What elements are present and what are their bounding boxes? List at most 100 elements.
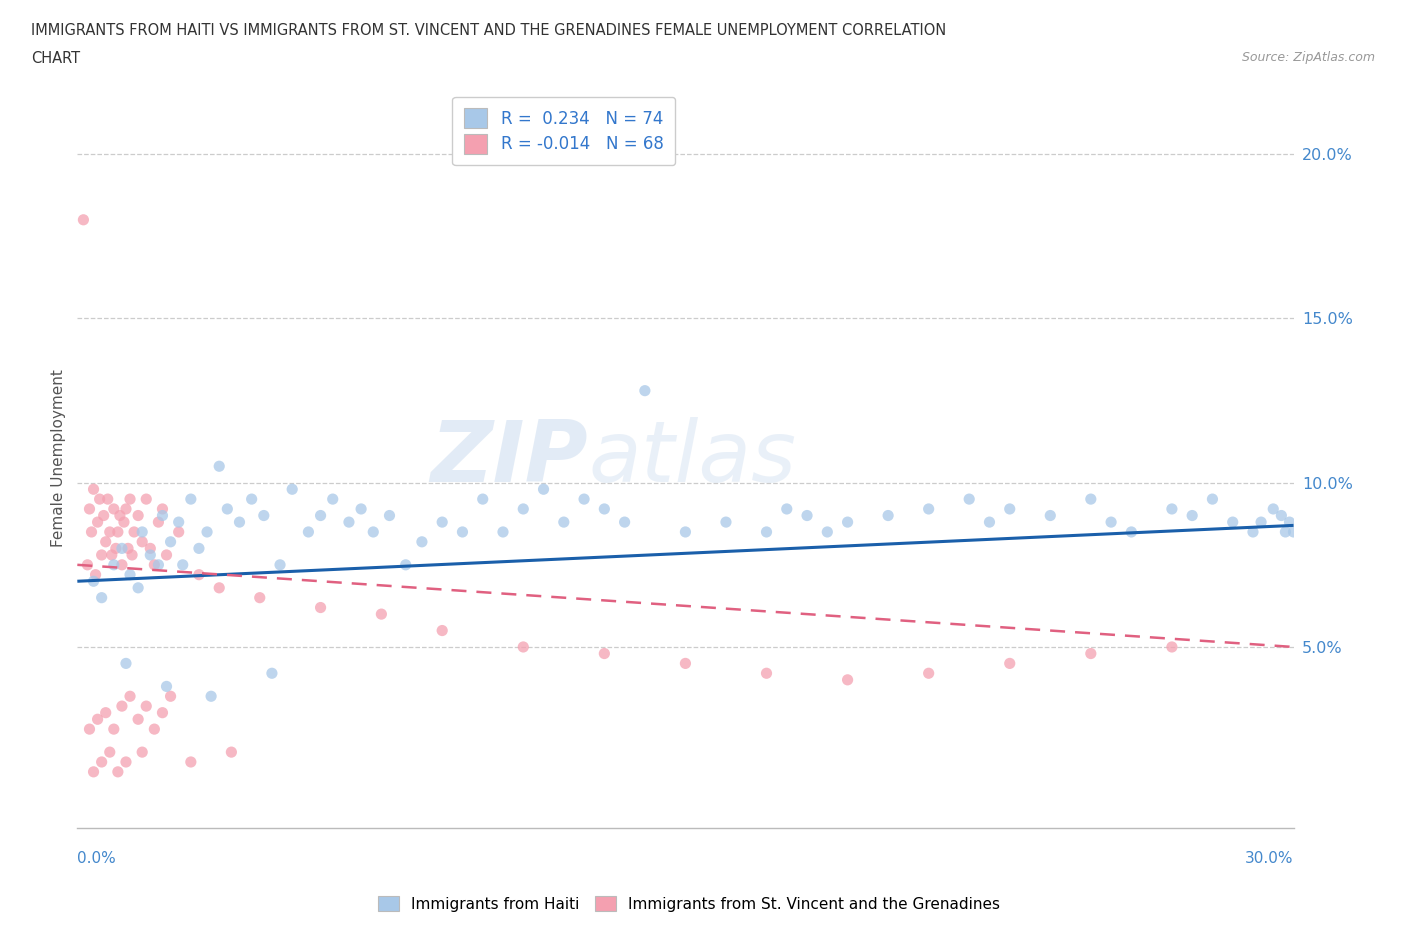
Text: ZIP: ZIP (430, 417, 588, 499)
Point (80, 525, 103, 539)
Point (107, 764, 129, 779)
Point (1270, 508, 1292, 523)
Point (131, 745, 153, 760)
Point (84, 567, 107, 582)
Point (269, 557, 291, 572)
Text: CHART: CHART (31, 51, 80, 66)
Point (281, 482, 304, 497)
Point (122, 525, 145, 539)
Point (471, 492, 494, 507)
Point (117, 541, 139, 556)
Point (76, 557, 98, 572)
Point (118, 689, 141, 704)
Point (83, 764, 105, 779)
Point (159, 535, 181, 550)
Point (97, 492, 120, 507)
Point (755, 666, 778, 681)
Point (111, 557, 134, 572)
Point (90, 591, 112, 605)
Point (512, 640, 534, 655)
Point (148, 557, 170, 572)
Point (115, 656, 138, 671)
Point (837, 672, 859, 687)
Point (107, 525, 129, 539)
Point (613, 514, 636, 529)
Point (188, 541, 211, 556)
Point (115, 501, 138, 516)
Point (143, 557, 166, 572)
Point (492, 525, 515, 539)
Point (260, 666, 283, 681)
Point (83, 482, 105, 497)
Point (152, 501, 174, 516)
Point (337, 514, 360, 529)
Text: Source: ZipAtlas.com: Source: ZipAtlas.com (1241, 51, 1375, 64)
Point (918, 501, 941, 516)
Point (249, 591, 271, 605)
Point (553, 514, 575, 529)
Point (370, 606, 392, 621)
Point (918, 666, 941, 681)
Point (155, 548, 177, 563)
Point (430, 623, 453, 638)
Point (188, 567, 211, 582)
Point (430, 514, 453, 529)
Point (1222, 514, 1244, 529)
Point (104, 541, 127, 556)
Point (90, 754, 112, 769)
Point (208, 458, 231, 473)
Point (221, 745, 243, 760)
Point (1161, 501, 1184, 516)
Point (378, 508, 401, 523)
Point (1278, 514, 1301, 529)
Point (86, 711, 108, 726)
Point (103, 557, 125, 572)
Point (112, 514, 135, 529)
Point (451, 525, 474, 539)
Point (512, 501, 534, 516)
Point (98, 525, 121, 539)
Point (634, 383, 657, 398)
Y-axis label: Female Unemployment: Female Unemployment (51, 369, 66, 547)
Point (135, 492, 157, 507)
Point (998, 656, 1021, 671)
Point (957, 492, 980, 507)
Point (139, 548, 162, 563)
Point (94, 705, 117, 720)
Point (253, 508, 276, 523)
Text: 30.0%: 30.0% (1246, 851, 1294, 866)
Point (90, 548, 112, 563)
Point (200, 689, 222, 704)
Point (103, 501, 125, 516)
Point (111, 541, 134, 556)
Point (159, 689, 181, 704)
Point (143, 722, 166, 737)
Point (1121, 525, 1143, 539)
Point (155, 679, 177, 694)
Point (776, 501, 799, 516)
Point (152, 508, 174, 523)
Point (572, 492, 595, 507)
Point (111, 698, 134, 713)
Point (533, 482, 555, 497)
Point (1080, 646, 1102, 661)
Point (195, 525, 218, 539)
Text: atlas: atlas (588, 417, 796, 499)
Point (1181, 508, 1204, 523)
Point (135, 698, 157, 713)
Point (139, 541, 162, 556)
Point (395, 557, 418, 572)
Point (167, 514, 190, 529)
Point (127, 711, 149, 726)
Point (322, 492, 344, 507)
Point (350, 501, 373, 516)
Point (411, 535, 433, 550)
Legend: R =  0.234   N = 74, R = -0.014   N = 68: R = 0.234 N = 74, R = -0.014 N = 68 (453, 97, 675, 166)
Point (72, 212, 94, 227)
Point (1080, 492, 1102, 507)
Point (86, 514, 108, 529)
Point (1241, 525, 1264, 539)
Point (593, 501, 616, 516)
Point (118, 492, 141, 507)
Point (979, 514, 1001, 529)
